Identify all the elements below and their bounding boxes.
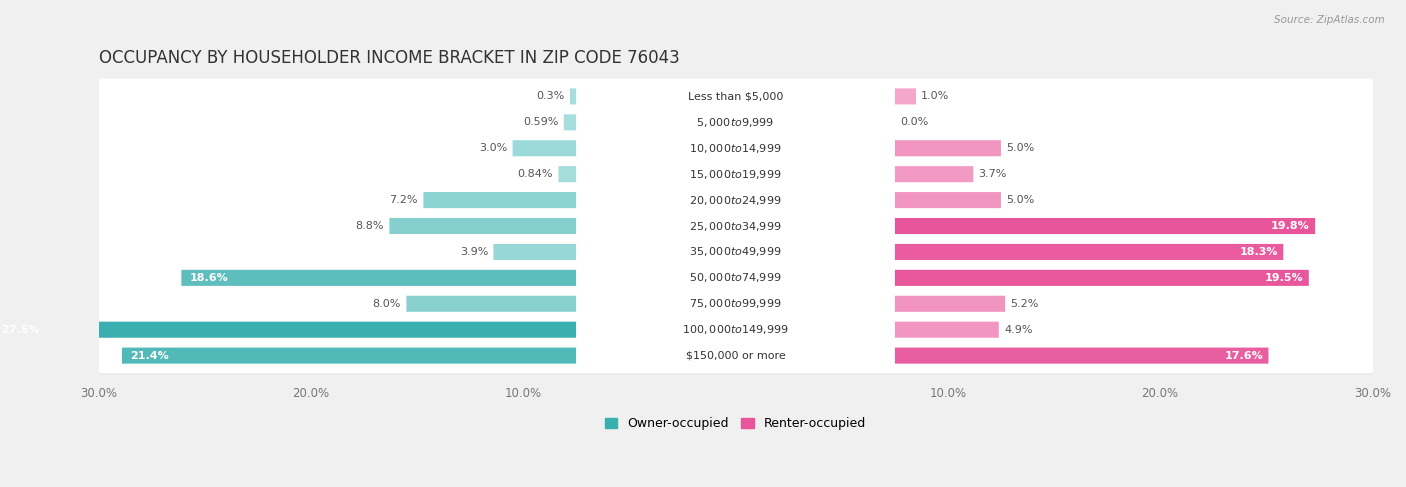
Text: 5.0%: 5.0% [1007, 195, 1035, 205]
Text: 0.84%: 0.84% [517, 169, 553, 179]
FancyBboxPatch shape [97, 235, 1375, 271]
FancyBboxPatch shape [122, 348, 576, 364]
Text: Less than $5,000: Less than $5,000 [688, 92, 783, 101]
Text: 8.0%: 8.0% [373, 299, 401, 309]
Text: $35,000 to $49,999: $35,000 to $49,999 [689, 245, 782, 259]
FancyBboxPatch shape [494, 244, 576, 260]
FancyBboxPatch shape [576, 296, 894, 312]
FancyBboxPatch shape [513, 140, 576, 156]
FancyBboxPatch shape [576, 114, 894, 131]
FancyBboxPatch shape [576, 270, 894, 286]
FancyBboxPatch shape [576, 88, 894, 104]
FancyBboxPatch shape [894, 166, 973, 182]
Text: 8.8%: 8.8% [356, 221, 384, 231]
Text: $150,000 or more: $150,000 or more [686, 351, 786, 360]
FancyBboxPatch shape [97, 287, 1375, 323]
FancyBboxPatch shape [894, 244, 1284, 260]
FancyBboxPatch shape [894, 348, 1268, 364]
Text: 7.2%: 7.2% [389, 195, 418, 205]
Text: 0.0%: 0.0% [900, 117, 928, 127]
Text: 27.5%: 27.5% [1, 325, 39, 335]
Text: 21.4%: 21.4% [131, 351, 169, 360]
FancyBboxPatch shape [97, 209, 1375, 245]
FancyBboxPatch shape [576, 166, 894, 182]
FancyBboxPatch shape [576, 192, 894, 208]
Text: 3.9%: 3.9% [460, 247, 488, 257]
FancyBboxPatch shape [576, 321, 894, 337]
FancyBboxPatch shape [423, 192, 576, 208]
FancyBboxPatch shape [894, 218, 1315, 234]
FancyBboxPatch shape [181, 270, 576, 286]
FancyBboxPatch shape [564, 114, 576, 131]
Text: $50,000 to $74,999: $50,000 to $74,999 [689, 271, 782, 284]
Text: 1.0%: 1.0% [921, 92, 949, 101]
FancyBboxPatch shape [97, 106, 1375, 141]
FancyBboxPatch shape [569, 88, 576, 104]
FancyBboxPatch shape [97, 261, 1375, 297]
FancyBboxPatch shape [97, 313, 1375, 349]
FancyBboxPatch shape [97, 286, 1375, 321]
Text: 5.2%: 5.2% [1011, 299, 1039, 309]
Text: $5,000 to $9,999: $5,000 to $9,999 [696, 116, 775, 129]
Text: $75,000 to $99,999: $75,000 to $99,999 [689, 297, 782, 310]
FancyBboxPatch shape [576, 244, 894, 260]
FancyBboxPatch shape [576, 348, 894, 364]
Text: 3.0%: 3.0% [479, 143, 508, 153]
FancyBboxPatch shape [97, 234, 1375, 270]
FancyBboxPatch shape [97, 131, 1375, 166]
Text: 0.3%: 0.3% [536, 92, 565, 101]
Text: 3.7%: 3.7% [979, 169, 1007, 179]
FancyBboxPatch shape [97, 260, 1375, 296]
FancyBboxPatch shape [894, 88, 915, 104]
FancyBboxPatch shape [894, 192, 1001, 208]
Text: 19.5%: 19.5% [1265, 273, 1303, 283]
FancyBboxPatch shape [894, 270, 1309, 286]
Text: 0.59%: 0.59% [523, 117, 558, 127]
FancyBboxPatch shape [894, 296, 1005, 312]
FancyBboxPatch shape [97, 157, 1375, 193]
FancyBboxPatch shape [97, 183, 1375, 219]
Text: 5.0%: 5.0% [1007, 143, 1035, 153]
FancyBboxPatch shape [97, 208, 1375, 244]
FancyBboxPatch shape [97, 131, 1375, 167]
Text: $15,000 to $19,999: $15,000 to $19,999 [689, 168, 782, 181]
Text: 4.9%: 4.9% [1004, 325, 1032, 335]
Text: $25,000 to $34,999: $25,000 to $34,999 [689, 220, 782, 232]
FancyBboxPatch shape [97, 339, 1375, 375]
FancyBboxPatch shape [558, 166, 576, 182]
FancyBboxPatch shape [576, 140, 894, 156]
FancyBboxPatch shape [576, 218, 894, 234]
Legend: Owner-occupied, Renter-occupied: Owner-occupied, Renter-occupied [605, 417, 866, 430]
FancyBboxPatch shape [97, 78, 1375, 114]
FancyBboxPatch shape [389, 218, 576, 234]
FancyBboxPatch shape [97, 312, 1375, 348]
Text: $100,000 to $149,999: $100,000 to $149,999 [682, 323, 789, 336]
FancyBboxPatch shape [894, 321, 998, 337]
FancyBboxPatch shape [97, 182, 1375, 218]
FancyBboxPatch shape [97, 104, 1375, 140]
Text: OCCUPANCY BY HOUSEHOLDER INCOME BRACKET IN ZIP CODE 76043: OCCUPANCY BY HOUSEHOLDER INCOME BRACKET … [98, 49, 679, 67]
FancyBboxPatch shape [97, 156, 1375, 192]
FancyBboxPatch shape [0, 321, 576, 337]
Text: 18.3%: 18.3% [1240, 247, 1278, 257]
Text: 17.6%: 17.6% [1225, 351, 1263, 360]
Text: 18.6%: 18.6% [190, 273, 229, 283]
FancyBboxPatch shape [97, 337, 1375, 374]
FancyBboxPatch shape [894, 140, 1001, 156]
FancyBboxPatch shape [406, 296, 576, 312]
Text: $10,000 to $14,999: $10,000 to $14,999 [689, 142, 782, 155]
Text: 19.8%: 19.8% [1271, 221, 1310, 231]
Text: Source: ZipAtlas.com: Source: ZipAtlas.com [1274, 15, 1385, 25]
FancyBboxPatch shape [97, 79, 1375, 115]
Text: $20,000 to $24,999: $20,000 to $24,999 [689, 194, 782, 206]
